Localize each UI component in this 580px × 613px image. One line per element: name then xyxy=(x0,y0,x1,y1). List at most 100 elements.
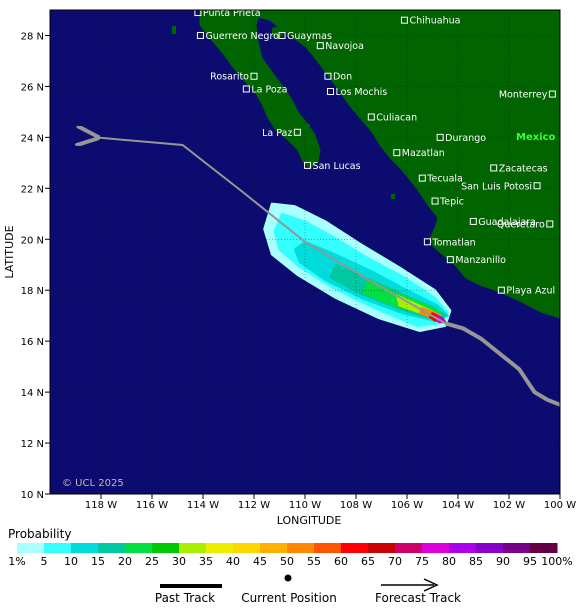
lon-tick-label: 102 W xyxy=(493,500,525,511)
island-tiburon xyxy=(272,26,284,40)
colorbar-label: 30 xyxy=(172,555,186,568)
colorbar-cell xyxy=(179,543,207,553)
colorbar-label: 35 xyxy=(199,555,213,568)
colorbar-label: 1% xyxy=(8,555,25,568)
city-marker xyxy=(250,72,258,80)
colorbar-label: 95 xyxy=(523,555,537,568)
colorbar-label: 90 xyxy=(496,555,510,568)
city-label: Guaymas xyxy=(287,31,332,42)
lat-tick-label: 12 N xyxy=(21,439,44,450)
colorbar-cell xyxy=(476,543,504,553)
city-label: San Luis Potosi xyxy=(461,181,532,192)
current-position-key-dot xyxy=(284,574,292,582)
colorbar-cell xyxy=(152,543,180,553)
colorbar-label: 100% xyxy=(541,555,572,568)
lon-tick-label: 100 W xyxy=(544,500,576,511)
x-axis-title: LONGITUDE xyxy=(277,514,342,527)
lon-tick-label: 114 W xyxy=(187,500,219,511)
city-label: Tomatlan xyxy=(431,237,475,248)
colorbar-label: 10 xyxy=(64,555,78,568)
city-marker xyxy=(418,174,426,182)
colorbar-cell xyxy=(368,543,396,553)
lat-tick-label: 14 N xyxy=(21,388,44,399)
city-label: San Lucas xyxy=(313,161,361,172)
colorbar-cell xyxy=(422,543,450,553)
lat-tick-label: 24 N xyxy=(21,133,44,144)
colorbar-cell xyxy=(98,543,126,553)
city-label: Guadalajara xyxy=(478,217,536,228)
colorbar-label: 25 xyxy=(145,555,159,568)
colorbar-label: 50 xyxy=(280,555,294,568)
city-label: Rosarito xyxy=(210,72,249,83)
copyright-label: © UCL 2025 xyxy=(62,478,124,489)
city-label: Tecuala xyxy=(426,174,463,185)
lat-tick-label: 22 N xyxy=(21,184,44,195)
city-marker xyxy=(533,182,541,190)
city-marker xyxy=(242,85,250,93)
city-label: Punta Prieta xyxy=(203,8,261,19)
city-label: Los Mochis xyxy=(336,87,388,98)
city-marker xyxy=(436,133,444,141)
city-marker xyxy=(324,72,332,80)
city-marker xyxy=(278,31,286,39)
colorbar-label: 80 xyxy=(442,555,456,568)
city-label: Don xyxy=(333,72,352,83)
city-marker xyxy=(316,42,324,50)
past-track-line xyxy=(444,321,560,407)
colorbar-cell xyxy=(260,543,288,553)
colorbar-cell xyxy=(71,543,99,553)
plot-layer: Punta Prieta Guerrero Negro Guaymas Chihuah… xyxy=(50,8,560,494)
city-label: Mazatlan xyxy=(402,148,445,159)
city-marker xyxy=(304,161,312,169)
lat-tick-label: 20 N xyxy=(21,235,44,246)
island-small xyxy=(172,26,176,34)
grid xyxy=(50,10,560,494)
city-label: Playa Azul xyxy=(506,286,555,297)
lat-tick-label: 26 N xyxy=(21,82,44,93)
city-marker xyxy=(400,16,408,24)
city-marker xyxy=(293,128,301,136)
colorbar-cell xyxy=(503,543,531,553)
city-label: Chihuahua xyxy=(409,16,460,27)
city-label: La Paz xyxy=(262,128,292,139)
city-marker xyxy=(196,31,204,39)
city-labels: Punta Prieta Guerrero Negro Guaymas Chihuah… xyxy=(194,8,556,297)
latitude-ticks: 28 N 26 N 24 N 22 N 20 N 18 N 16 N 14 N 12 N 10 N xyxy=(21,31,50,501)
lon-tick-label: 104 W xyxy=(442,500,474,511)
colorbar-cell xyxy=(395,543,423,553)
colorbar-label: 85 xyxy=(469,555,483,568)
colorbar-cell xyxy=(44,543,72,553)
city-label: Guerrero Negro xyxy=(205,31,279,42)
city-label: Tepic xyxy=(439,197,464,208)
city-marker xyxy=(327,88,334,96)
city-label: Navojoa xyxy=(325,41,364,52)
colorbar-label: 45 xyxy=(253,555,267,568)
colorbar-cell xyxy=(314,543,342,553)
city-marker xyxy=(367,113,375,121)
colorbar-cell xyxy=(233,543,261,553)
lon-tick-label: 118 W xyxy=(85,500,117,511)
island-small xyxy=(391,194,395,199)
colorbar-cell xyxy=(287,543,315,553)
lon-tick-label: 110 W xyxy=(289,500,321,511)
current-position-key-label: Current Position xyxy=(241,591,337,605)
city-label: Manzanillo xyxy=(455,255,506,266)
lat-tick-label: 28 N xyxy=(21,31,44,42)
lat-tick-label: 10 N xyxy=(21,490,44,501)
city-label: La Poza xyxy=(251,84,287,95)
legend-title: Probability xyxy=(8,527,71,541)
longitude-ticks: 118 W 116 W 114 W 112 W 110 W 108 W 106 W 104 W… xyxy=(85,494,576,511)
past-track-key-label: Past Track xyxy=(155,591,215,605)
city-marker xyxy=(546,220,554,228)
city-marker xyxy=(431,197,439,205)
city-marker xyxy=(423,238,431,246)
lon-tick-label: 116 W xyxy=(136,500,168,511)
island-small xyxy=(305,124,310,132)
city-marker xyxy=(446,256,454,264)
city-marker xyxy=(469,217,477,225)
city-label: Monterrey xyxy=(499,90,548,101)
lon-tick-label: 108 W xyxy=(340,500,372,511)
colorbar-label: 60 xyxy=(334,555,348,568)
lat-tick-label: 18 N xyxy=(21,286,44,297)
